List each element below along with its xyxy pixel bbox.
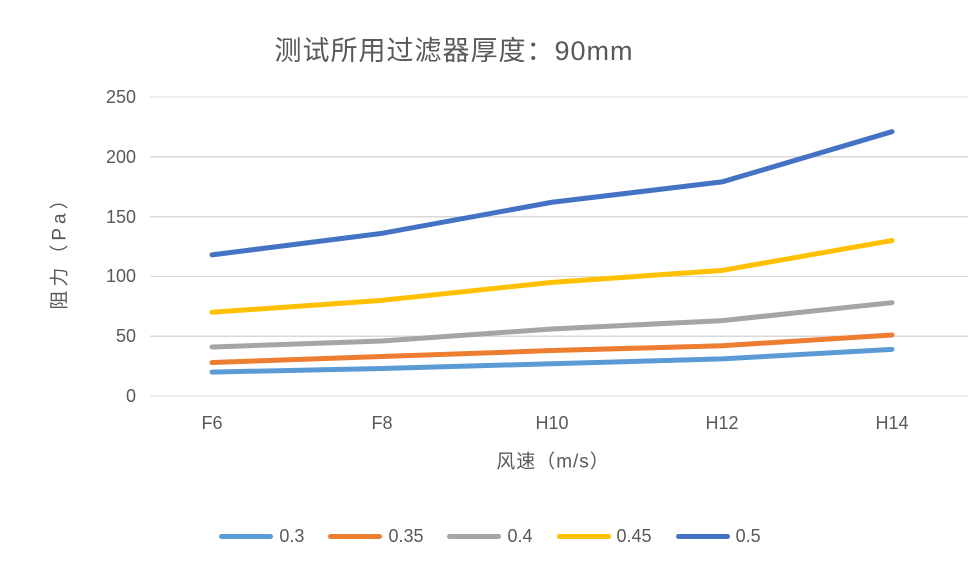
legend-item-0.3: 0.3 <box>219 525 304 547</box>
legend-label: 0.35 <box>388 526 424 546</box>
chart-title: 测试所用过滤器厚度：90mm <box>274 36 634 66</box>
legend-swatch-icon <box>219 533 274 539</box>
legend-swatch-icon <box>447 533 502 539</box>
y-axis-title: 阻力（Pa） <box>49 186 71 310</box>
series-line-0.5 <box>209 129 895 258</box>
y-tick-label: 50 <box>115 326 136 347</box>
y-tick-label: 0 <box>125 386 136 406</box>
legend-label: 0.3 <box>279 526 305 546</box>
y-tick-label: 250 <box>105 87 136 107</box>
series-line-0.45 <box>209 238 895 315</box>
x-tick-label: F8 <box>371 413 393 433</box>
legend-item-0.4: 0.4 <box>447 525 533 547</box>
y-tick-label: 200 <box>105 146 136 167</box>
legend-swatch-icon <box>675 533 730 539</box>
legend-label: 0.4 <box>507 526 533 546</box>
x-tick-label: H10 <box>535 413 569 433</box>
series-line-0.4 <box>209 300 895 350</box>
legend-label: 0.45 <box>616 526 652 546</box>
series-line-0.3 <box>209 346 895 375</box>
series-line-0.35 <box>209 332 895 366</box>
legend-item-0.5: 0.5 <box>675 525 761 547</box>
legend-label: 0.5 <box>735 526 761 546</box>
y-tick-label: 150 <box>105 206 136 227</box>
x-tick-label: H14 <box>875 413 909 433</box>
x-axis-title: 风速（m/s） <box>496 451 610 473</box>
legend-swatch-icon <box>328 533 383 539</box>
x-tick-label: F6 <box>201 413 223 433</box>
x-tick-label: H12 <box>705 413 739 433</box>
legend-item-0.45: 0.45 <box>556 525 652 547</box>
legend: 0.3 0.35 0.4 0.45 0.5 <box>10 525 970 547</box>
legend-item-0.35: 0.35 <box>328 525 423 547</box>
y-tick-label: 100 <box>105 266 136 287</box>
legend-swatch-icon <box>556 533 611 539</box>
